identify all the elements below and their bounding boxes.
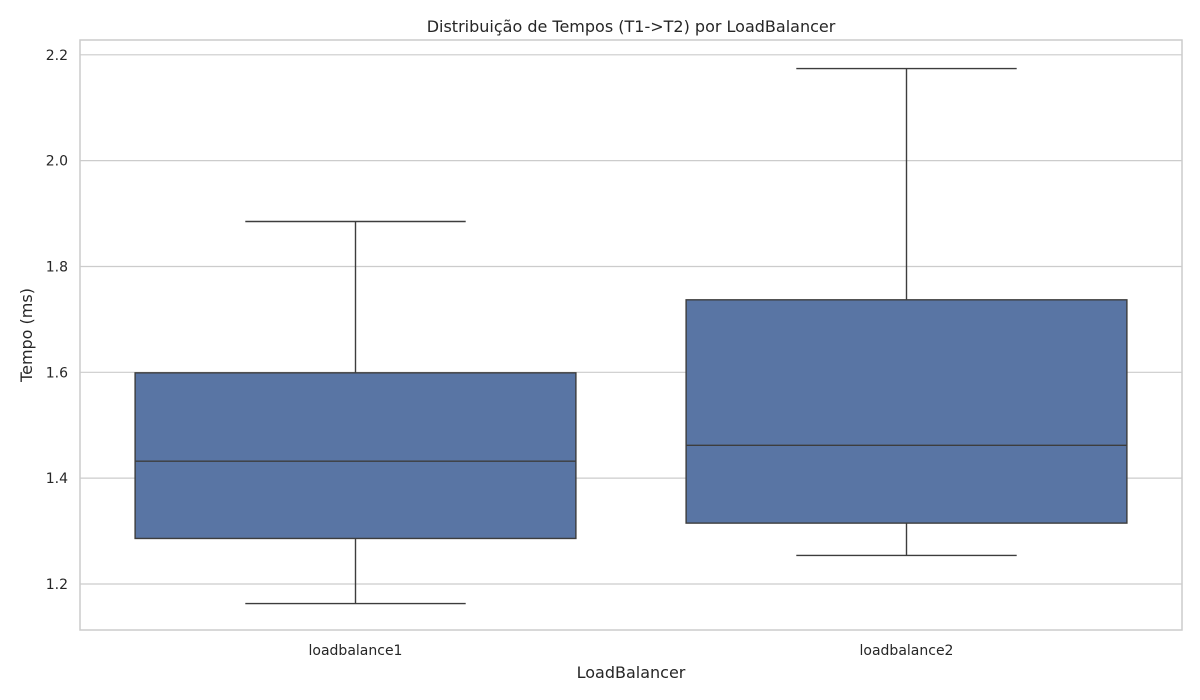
x-tick-labels: loadbalance1 loadbalance2 — [309, 643, 954, 659]
x-tick-label: loadbalance1 — [309, 643, 403, 659]
y-tick-label: 1.6 — [46, 365, 68, 381]
iqr-box — [134, 372, 577, 540]
y-axis-label: Tempo (ms) — [17, 288, 36, 383]
y-tick-labels: 1.2 1.4 1.6 1.8 2.0 2.2 — [46, 48, 68, 593]
y-tick-label: 2.0 — [46, 154, 68, 170]
y-tick-label: 1.4 — [46, 471, 68, 487]
box-group-loadbalance2 — [685, 67, 1128, 557]
plot-frame — [79, 39, 1183, 631]
box-group-loadbalance1 — [134, 220, 577, 605]
iqr-box — [685, 299, 1128, 524]
x-axis-label: LoadBalancer — [577, 663, 686, 682]
chart-title: Distribuição de Tempos (T1->T2) por Load… — [427, 17, 836, 36]
boxes-layer — [134, 67, 1128, 605]
y-tick-label: 2.2 — [46, 48, 68, 64]
y-tick-label: 1.8 — [46, 259, 68, 275]
x-tick-label: loadbalance2 — [860, 643, 954, 659]
y-tick-label: 1.2 — [46, 577, 68, 593]
